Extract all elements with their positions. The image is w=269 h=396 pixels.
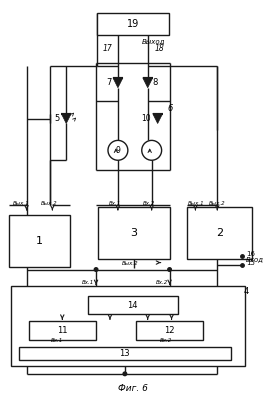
Text: Вых.2: Вых.2: [122, 261, 139, 266]
Text: Фиг. 6: Фиг. 6: [118, 384, 148, 393]
Text: 1: 1: [36, 236, 43, 246]
Text: 4: 4: [243, 287, 249, 296]
Text: 16: 16: [246, 251, 255, 257]
Bar: [88, 296, 178, 314]
Text: Вх.2: Вх.2: [143, 202, 155, 206]
Text: Вх.1: Вх.1: [82, 280, 94, 285]
Text: 7: 7: [106, 78, 112, 87]
Bar: [187, 207, 252, 259]
Text: 17: 17: [103, 44, 113, 53]
Text: 13: 13: [119, 349, 130, 358]
Text: 12: 12: [164, 326, 175, 335]
Text: Вых.2: Вых.2: [40, 202, 57, 206]
Bar: [136, 321, 203, 340]
Text: Выход: Выход: [142, 38, 165, 44]
Text: 10: 10: [141, 114, 151, 123]
Text: 18: 18: [155, 44, 165, 53]
Text: Вход: Вход: [246, 255, 264, 262]
Polygon shape: [61, 114, 71, 124]
Text: Вх.1: Вх.1: [109, 202, 121, 206]
Circle shape: [94, 268, 98, 271]
Text: Вх.1: Вх.1: [50, 337, 63, 343]
Circle shape: [123, 372, 127, 376]
Text: 3: 3: [130, 228, 137, 238]
Bar: [97, 13, 169, 35]
Text: 15: 15: [246, 259, 255, 266]
Bar: [19, 347, 231, 360]
Text: 9: 9: [115, 146, 120, 155]
Text: Вх.2: Вх.2: [160, 337, 172, 343]
Text: Вых.2: Вых.2: [209, 202, 226, 206]
Text: 5: 5: [55, 114, 60, 123]
Circle shape: [168, 268, 171, 271]
Text: 19: 19: [127, 19, 139, 29]
Polygon shape: [153, 114, 163, 124]
Text: 8: 8: [152, 78, 157, 87]
Text: Вых.1: Вых.1: [187, 202, 204, 206]
Text: Вх.2: Вх.2: [156, 280, 168, 285]
Text: Вых.1: Вых.1: [13, 202, 29, 206]
Bar: [11, 286, 245, 366]
Text: 11: 11: [57, 326, 68, 335]
Bar: [98, 207, 169, 259]
Bar: [29, 321, 96, 340]
Polygon shape: [143, 78, 153, 88]
Polygon shape: [113, 78, 123, 88]
Text: 6: 6: [168, 104, 173, 113]
Text: 14: 14: [128, 301, 138, 310]
Bar: [9, 215, 70, 267]
Text: 2: 2: [216, 228, 223, 238]
